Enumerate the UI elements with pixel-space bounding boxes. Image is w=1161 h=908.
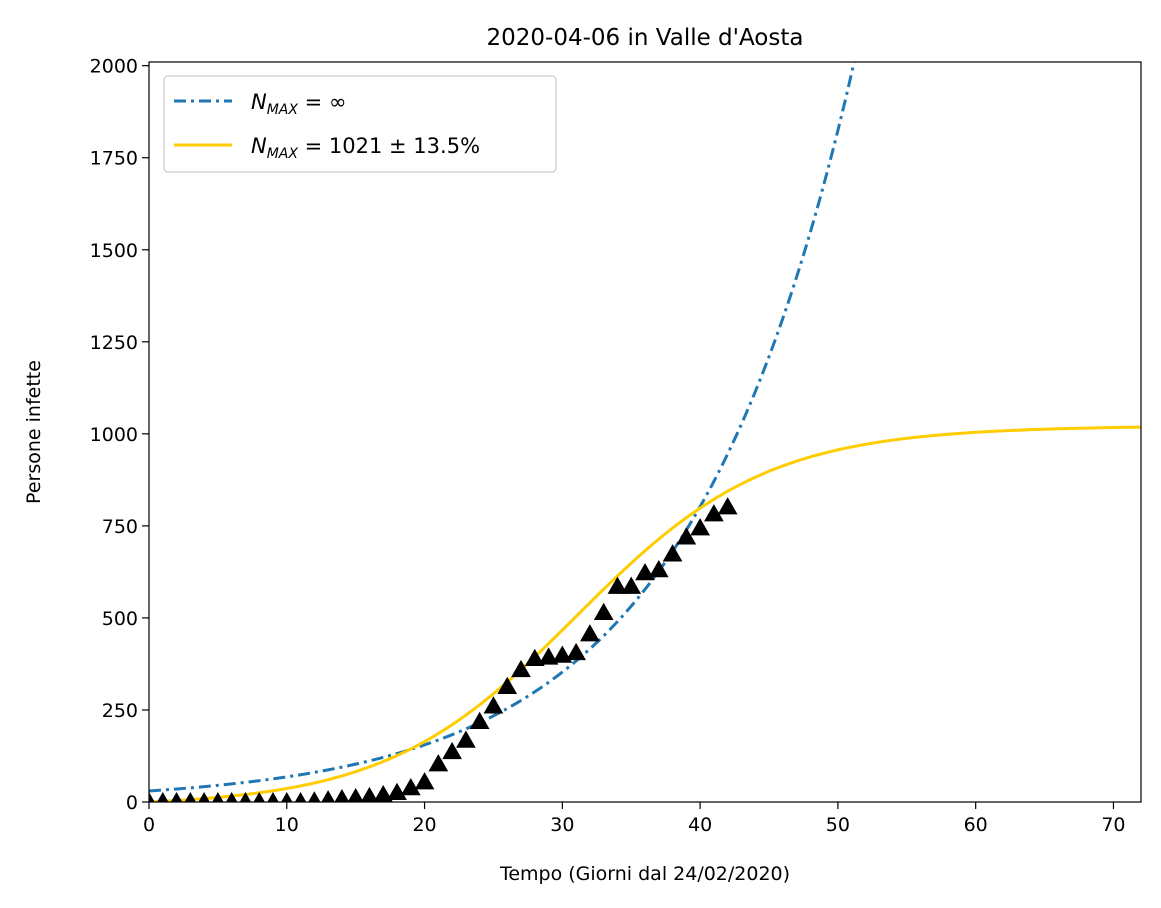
y-tick-label: 1500 <box>90 240 138 262</box>
data-point <box>552 645 573 663</box>
data-point <box>593 602 614 621</box>
data-point <box>717 497 738 515</box>
legend-rest: = ∞ <box>298 90 346 114</box>
data-point <box>442 741 462 760</box>
legend-main: N <box>251 134 267 158</box>
data-point <box>184 791 197 802</box>
legend-entry-logistic: NMAX = 1021 ± 13.5% <box>251 134 480 162</box>
data-point <box>387 782 407 801</box>
data-point <box>690 518 710 536</box>
legend: NMAX = ∞ NMAX = 1021 ± 13.5% <box>163 75 557 173</box>
x-axis: 0 10 20 30 40 50 60 70 <box>143 802 1126 836</box>
y-axis-label: Persone infette <box>23 360 45 504</box>
data-point <box>157 791 169 802</box>
data-point <box>170 791 183 802</box>
y-tick-label: 1750 <box>90 148 138 170</box>
data-point <box>212 791 224 802</box>
series-line-exponential <box>149 62 856 793</box>
data-point <box>225 791 238 802</box>
y-tick-label: 250 <box>102 700 138 722</box>
data-point <box>198 791 210 802</box>
y-tick-label: 500 <box>102 608 138 630</box>
data-point <box>281 791 293 802</box>
y-tick-label: 0 <box>126 792 138 814</box>
legend-box <box>163 75 557 173</box>
data-point <box>580 624 600 642</box>
data-point <box>400 778 421 796</box>
data-point <box>456 730 476 748</box>
data-point <box>704 504 724 522</box>
data-point <box>308 791 321 802</box>
data-point <box>497 676 518 695</box>
data-point <box>648 560 669 578</box>
data-point <box>414 772 435 790</box>
legend-entry-exponential: NMAX = ∞ <box>251 90 346 118</box>
data-point <box>334 789 350 802</box>
x-tick-label: 70 <box>1101 814 1125 836</box>
data-point <box>321 790 335 802</box>
data-point <box>511 659 531 678</box>
data-point <box>635 562 655 581</box>
data-point <box>347 787 364 802</box>
data-point <box>607 576 628 594</box>
data-point <box>621 576 642 594</box>
data-point <box>538 647 559 665</box>
data-point <box>360 786 379 802</box>
y-axis: 0 250 500 750 1000 1250 1500 1750 2000 <box>90 56 149 814</box>
plot-frame <box>148 61 1142 803</box>
x-tick-label: 0 <box>143 814 155 836</box>
data-point <box>566 642 586 661</box>
x-axis-label: Tempo (Giorni dal 24/02/2020) <box>499 863 790 885</box>
y-tick-label: 1250 <box>90 332 138 354</box>
legend-sub: MAX <box>267 146 299 162</box>
x-tick-label: 20 <box>412 814 436 836</box>
legend-main: N <box>251 90 267 114</box>
y-tick-label: 1000 <box>90 424 138 446</box>
data-point <box>149 791 155 802</box>
series-line-logistic <box>149 425 1141 802</box>
plot-area <box>149 62 1141 802</box>
legend-sub: MAX <box>267 102 299 118</box>
x-tick-label: 50 <box>826 814 850 836</box>
data-point <box>253 791 265 802</box>
x-tick-label: 10 <box>275 814 299 836</box>
y-tick-label: 750 <box>102 516 138 538</box>
y-tick-label: 2000 <box>90 56 138 78</box>
data-point <box>469 711 490 729</box>
data-point <box>662 544 683 562</box>
data-point <box>267 791 279 802</box>
x-tick-label: 60 <box>964 814 988 836</box>
data-point <box>239 791 252 802</box>
data-point <box>676 527 697 545</box>
data-point <box>524 648 545 667</box>
data-point <box>428 754 449 772</box>
x-tick-label: 40 <box>688 814 712 836</box>
data-point <box>294 791 307 802</box>
legend-rest: = 1021 ± 13.5% <box>298 134 480 158</box>
x-tick-label: 30 <box>550 814 574 836</box>
data-point <box>483 696 504 714</box>
chart-title: 2020-04-06 in Valle d'Aosta <box>487 25 804 51</box>
